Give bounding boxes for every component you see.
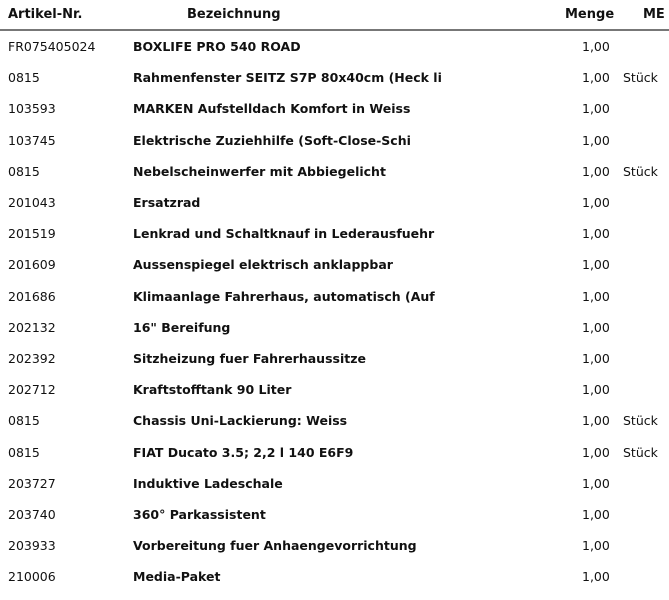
menge-cell: 1,00 — [582, 101, 610, 117]
artikel-nr-cell: 203740 — [8, 507, 56, 522]
table-row: 203933 Vorbereitung fuer Anhaengevorricht… — [0, 538, 669, 558]
artikel-nr-cell: 0815 — [8, 163, 40, 179]
bezeichnung-cell: Media-Paket — [133, 569, 221, 585]
table-row: 0815 Nebelscheinwerfer mit Abbiegelicht 1,… — [0, 164, 669, 184]
table-row: 203727 Induktive Ladeschale 1,00 — [0, 476, 669, 496]
table-row: 0815 Rahmenfenster SEITZ S7P 80x40cm (Hec… — [0, 70, 669, 90]
header-artikel-nr: Artikel-Nr. — [8, 7, 83, 22]
header-menge: Menge — [565, 7, 615, 22]
menge-cell: 1,00 — [582, 569, 610, 585]
menge-cell: 1,00 — [582, 507, 610, 522]
menge-cell: 1,00 — [582, 413, 610, 429]
table-header: Artikel-Nr. Bezeichnung Menge ME — [0, 7, 669, 27]
menge-cell: 1,00 — [582, 195, 610, 210]
menge-cell: 1,00 — [582, 39, 610, 54]
artikel-nr-cell: 0815 — [8, 444, 40, 460]
menge-cell: 1,00 — [582, 288, 610, 304]
artikel-nr-cell: 203933 — [8, 538, 56, 554]
me-cell: Stück — [623, 444, 658, 460]
bezeichnung-cell: Nebelscheinwerfer mit Abbiegelicht — [133, 163, 386, 179]
bezeichnung-cell: Chassis Uni-Lackierung: Weiss — [133, 413, 348, 429]
artikel-nr-cell: 103593 — [8, 101, 56, 117]
artikel-nr-cell: 0815 — [8, 70, 40, 86]
menge-cell: 1,00 — [582, 163, 610, 179]
header-bezeichnung: Bezeichnung — [187, 7, 281, 22]
table-row: 201609 Aussenspiegel elektrisch anklappba… — [0, 257, 669, 277]
table-row: 103745 Elektrische Zuziehhilfe (Soft-Clos… — [0, 133, 669, 153]
me-cell: Stück — [623, 70, 658, 86]
bezeichnung-cell: Ersatzrad — [133, 195, 201, 210]
artikel-nr-cell: 203727 — [8, 475, 56, 491]
table-row: 201519 Lenkrad und Schaltknauf in Lederau… — [0, 226, 669, 246]
menge-cell: 1,00 — [582, 475, 610, 491]
table-row: FR075405024 BOXLIFE PRO 540 ROAD 1,00 — [0, 39, 669, 59]
table-row: 203740 360° Parkassistent 1,00 — [0, 507, 669, 527]
artikel-nr-cell: 201609 — [8, 257, 56, 273]
bezeichnung-cell: Klimaanlage Fahrerhaus, automatisch (Auf — [133, 288, 435, 304]
menge-cell: 1,00 — [582, 444, 610, 460]
artikel-nr-cell: 202132 — [8, 319, 56, 335]
menge-cell: 1,00 — [582, 538, 610, 554]
menge-cell: 1,00 — [582, 70, 610, 86]
bezeichnung-cell: Sitzheizung fuer Fahrerhaussitze — [133, 351, 366, 366]
bezeichnung-cell: BOXLIFE PRO 540 ROAD — [133, 39, 301, 54]
bezeichnung-cell: Lenkrad und Schaltknauf in Lederausfuehr — [133, 226, 435, 242]
table-row: 202392 Sitzheizung fuer Fahrerhaussitze 1,… — [0, 351, 669, 371]
table-row: 103593 MARKEN Aufstelldach Komfort in Wei… — [0, 101, 669, 121]
me-cell: Stück — [623, 413, 658, 429]
artikel-nr-cell: 201686 — [8, 288, 56, 304]
bezeichnung-cell: FIAT Ducato 3.5; 2,2 l 140 E6F9 — [133, 444, 354, 460]
menge-cell: 1,00 — [582, 257, 610, 273]
table-row: 201686 Klimaanlage Fahrerhaus, automatisc… — [0, 289, 669, 309]
bezeichnung-cell: 360° Parkassistent — [133, 507, 266, 522]
artikel-nr-cell: 201519 — [8, 226, 56, 242]
table-row: 210006 Media-Paket 1,00 — [0, 569, 669, 589]
bezeichnung-cell: Vorbereitung fuer Anhaengevorrichtung — [133, 538, 417, 554]
bezeichnung-cell: Aussenspiegel elektrisch anklappbar — [133, 257, 393, 273]
menge-cell: 1,00 — [582, 319, 610, 335]
table-row: 0815 Chassis Uni-Lackierung: Weiss 1,00 Stü… — [0, 413, 669, 433]
bezeichnung-cell: 16" Bereifung — [133, 319, 231, 335]
me-cell: Stück — [623, 163, 658, 179]
bezeichnung-cell: Kraftstofftank 90 Liter — [133, 382, 292, 398]
bezeichnung-cell: Induktive Ladeschale — [133, 475, 283, 491]
artikel-nr-cell: 202712 — [8, 382, 56, 398]
artikel-nr-cell: 210006 — [8, 569, 56, 585]
table-row: 201043 Ersatzrad 1,00 — [0, 195, 669, 215]
table-row: 202132 16" Bereifung 1,00 — [0, 320, 669, 340]
table-row: 202712 Kraftstofftank 90 Liter 1,00 — [0, 382, 669, 402]
menge-cell: 1,00 — [582, 132, 610, 148]
header-me: ME — [643, 7, 665, 22]
artikel-nr-cell: 103745 — [8, 132, 56, 148]
header-divider — [0, 29, 669, 31]
artikel-nr-cell: FR075405024 — [8, 39, 96, 54]
bezeichnung-cell: MARKEN Aufstelldach Komfort in Weiss — [133, 101, 411, 117]
artikel-nr-cell: 202392 — [8, 351, 56, 366]
bezeichnung-cell: Rahmenfenster SEITZ S7P 80x40cm (Heck li — [133, 70, 442, 86]
table-row: 0815 FIAT Ducato 3.5; 2,2 l 140 E6F9 1,00 S… — [0, 445, 669, 465]
menge-cell: 1,00 — [582, 382, 610, 398]
menge-cell: 1,00 — [582, 226, 610, 242]
bezeichnung-cell: Elektrische Zuziehhilfe (Soft-Close-Schi — [133, 132, 411, 148]
artikel-nr-cell: 0815 — [8, 413, 40, 429]
artikel-nr-cell: 201043 — [8, 195, 56, 210]
menge-cell: 1,00 — [582, 351, 610, 366]
